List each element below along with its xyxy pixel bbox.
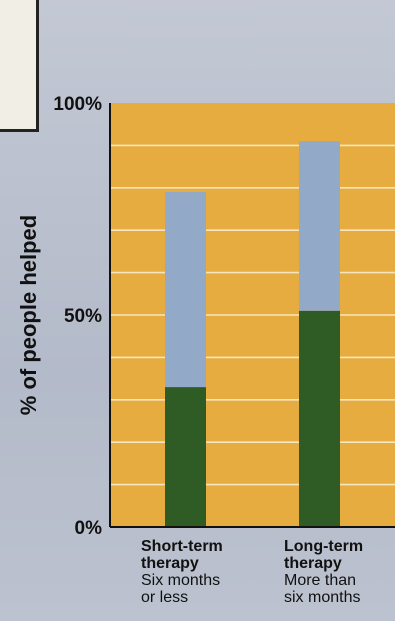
category-subtitle-line1: Six months bbox=[141, 572, 261, 589]
y-tick-label: 50% bbox=[64, 306, 102, 327]
category-label-short-term: Short-term therapy Six months or less bbox=[141, 538, 261, 606]
category-title-line1: Short-term bbox=[141, 538, 261, 555]
category-title-line2: therapy bbox=[141, 555, 261, 572]
bar-long-term-segment-0 bbox=[299, 311, 340, 527]
y-tick-labels: 0% 50% 100% bbox=[53, 94, 102, 539]
category-subtitle-line2: six months bbox=[284, 589, 395, 606]
category-subtitle-line2: or less bbox=[141, 589, 261, 606]
y-tick-label: 0% bbox=[75, 518, 103, 539]
category-title-line1: Long-term bbox=[284, 538, 395, 555]
y-axis-label: % of people helped bbox=[16, 215, 41, 415]
category-label-long-term: Long-term therapy More than six months bbox=[284, 538, 395, 606]
category-subtitle-line1: More than bbox=[284, 572, 395, 589]
y-tick-label: 100% bbox=[53, 94, 102, 115]
bar-short-term-segment-1 bbox=[165, 192, 206, 387]
bar-long-term-segment-1 bbox=[299, 141, 340, 311]
bar-short-term-segment-0 bbox=[165, 387, 206, 527]
category-title-line2: therapy bbox=[284, 555, 395, 572]
